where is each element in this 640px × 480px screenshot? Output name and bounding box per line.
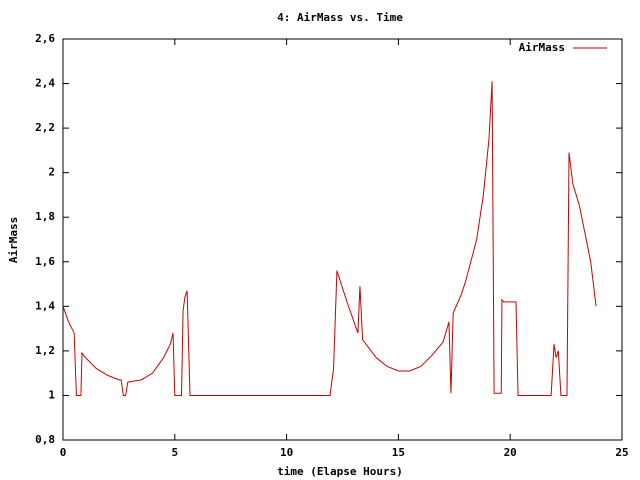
y-tick-label: 2,6	[35, 32, 55, 45]
plot-frame	[62, 38, 623, 441]
x-tick-label: 5	[171, 446, 178, 459]
y-tick-label: 2,2	[35, 121, 55, 134]
y-tick-label: 0,8	[35, 433, 55, 446]
x-tick-label: 0	[60, 446, 67, 459]
chart-title: 4: AirMass vs. Time	[277, 11, 403, 24]
x-tick-label: 25	[615, 446, 628, 459]
x-tick-label: 20	[504, 446, 517, 459]
x-tick-label: 15	[392, 446, 405, 459]
y-tick-label: 1	[48, 388, 55, 401]
y-tick-label: 1,6	[35, 255, 55, 268]
y-axis-label: AirMass	[7, 217, 20, 263]
data-line	[62, 81, 597, 396]
y-tick-label: 2	[48, 166, 55, 179]
x-tick-label: 10	[280, 446, 293, 459]
y-tick-label: 1,8	[35, 210, 55, 223]
y-tick-label: 1,2	[35, 344, 55, 357]
y-tick-label: 1,4	[35, 299, 55, 312]
legend-label: AirMass	[519, 41, 565, 54]
x-axis-label: time (Elapse Hours)	[277, 465, 403, 478]
y-tick-label: 2,4	[35, 77, 55, 90]
